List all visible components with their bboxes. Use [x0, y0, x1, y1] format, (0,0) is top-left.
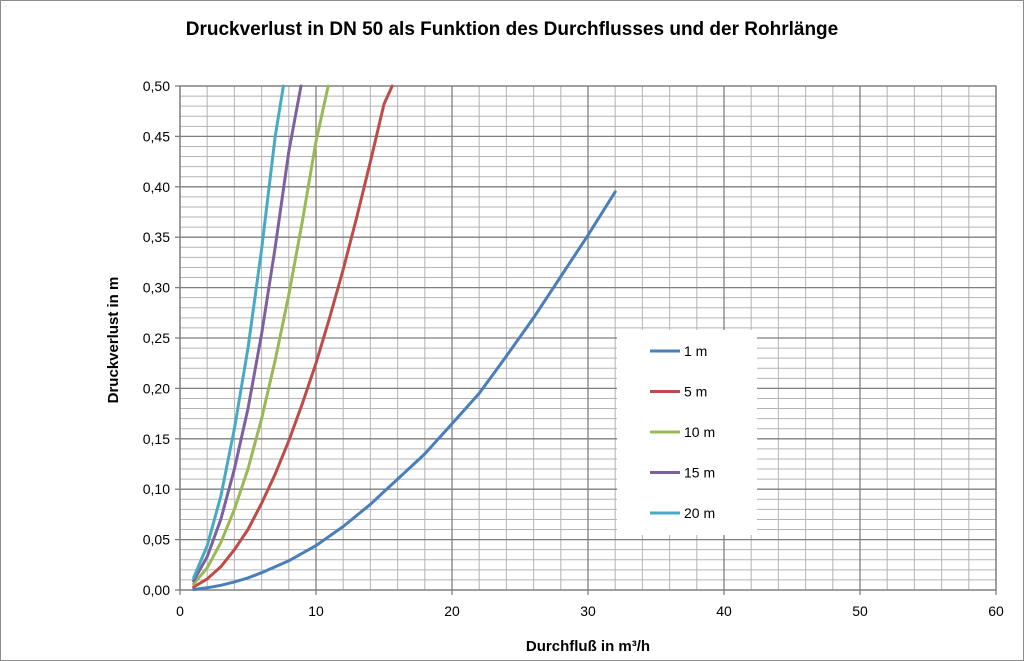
- y-tick-label: 0,35: [143, 229, 170, 245]
- y-tick-label: 0,05: [143, 532, 170, 548]
- x-tick-label: 10: [308, 603, 324, 619]
- x-tick-label: 20: [444, 603, 460, 619]
- y-tick-label: 0,15: [143, 431, 170, 447]
- x-tick-label: 50: [852, 603, 868, 619]
- legend-label: 1 m: [684, 343, 707, 359]
- y-axis-title: Druckverlust in m: [105, 277, 122, 404]
- x-tick-label: 0: [176, 603, 184, 619]
- y-axis-ticks: 0,00 0,05 0,10 0,15 0,20 0,25 0,30 0,35 0,40 0,45…: [143, 78, 180, 598]
- y-tick-label: 0,20: [143, 380, 170, 396]
- y-tick-label: 0,10: [143, 481, 170, 497]
- legend-label: 5 m: [684, 384, 707, 400]
- series-line-10m: [192, 84, 330, 586]
- x-axis-title: Durchfluß in m³/h: [526, 638, 650, 655]
- series-line-5m: [192, 84, 394, 589]
- legend-label: 10 m: [684, 424, 715, 440]
- x-axis-ticks: 0 10 20 30 40 50 60: [176, 590, 1004, 619]
- chart-title: Druckverlust in DN 50 als Funktion des D…: [186, 19, 838, 40]
- series-line-1m: [192, 190, 617, 591]
- legend: 1 m 5 m 10 m 15 m 20 m: [617, 330, 757, 535]
- y-tick-label: 0,25: [143, 330, 170, 346]
- y-tick-label: 0,30: [143, 280, 170, 296]
- y-tick-label: 0,50: [143, 78, 170, 94]
- legend-label: 20 m: [684, 505, 715, 521]
- x-tick-label: 60: [988, 603, 1004, 619]
- y-tick-label: 0,40: [143, 179, 170, 195]
- x-tick-label: 40: [716, 603, 732, 619]
- series-lines: [192, 84, 617, 591]
- plot-grid: [179, 85, 997, 591]
- legend-label: 15 m: [684, 465, 715, 481]
- series-line-20m: [192, 84, 285, 580]
- series-line-15m: [192, 84, 303, 583]
- y-tick-label: 0,00: [143, 582, 170, 598]
- x-tick-label: 30: [580, 603, 596, 619]
- y-tick-label: 0,45: [143, 128, 170, 144]
- legend-box: [617, 330, 757, 535]
